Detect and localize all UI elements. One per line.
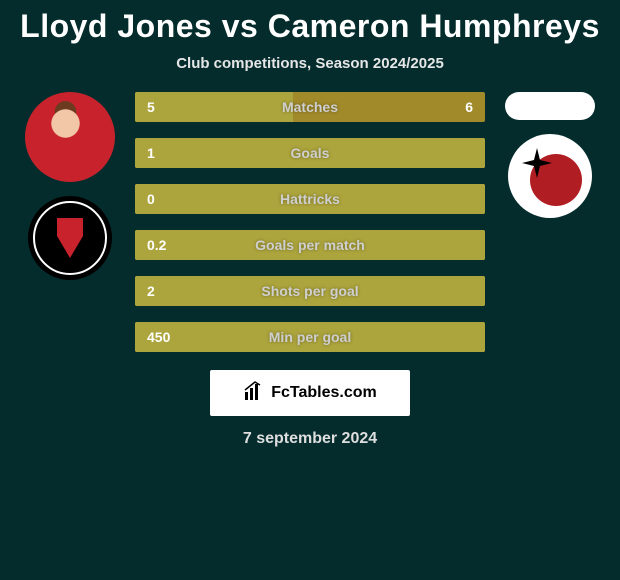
stat-row: 0.2 Goals per match <box>135 230 485 260</box>
right-side <box>495 92 605 218</box>
stat-bar-fill <box>135 92 293 122</box>
stat-left-value: 1 <box>147 145 155 161</box>
stat-left-value: 2 <box>147 283 155 299</box>
stat-label: Min per goal <box>269 329 351 345</box>
snapshot-date: 7 september 2024 <box>0 430 620 448</box>
stat-label: Hattricks <box>280 191 340 207</box>
season-subtitle: Club competitions, Season 2024/2025 <box>0 55 620 72</box>
branding-label: FcTables.com <box>271 384 377 402</box>
right-club-badge <box>508 134 592 218</box>
comparison-area: 5 Matches 6 1 Goals 0 Hattricks 0.2 Goals per ma… <box>0 92 620 352</box>
stat-label: Goals <box>291 145 330 161</box>
stat-label: Matches <box>282 99 338 115</box>
chart-icon <box>243 380 265 407</box>
stat-label: Goals per match <box>255 237 365 253</box>
stat-bars: 5 Matches 6 1 Goals 0 Hattricks 0.2 Goals per ma… <box>135 92 485 352</box>
stat-left-value: 0.2 <box>147 237 166 253</box>
stat-row: 450 Min per goal <box>135 322 485 352</box>
left-side <box>15 92 125 280</box>
stat-left-value: 5 <box>147 99 155 115</box>
stat-row: 2 Shots per goal <box>135 276 485 306</box>
stat-row: 5 Matches 6 <box>135 92 485 122</box>
page-title: Lloyd Jones vs Cameron Humphreys <box>0 0 620 45</box>
stat-row: 0 Hattricks <box>135 184 485 214</box>
stat-left-value: 450 <box>147 329 170 345</box>
left-player-avatar <box>25 92 115 182</box>
branding-badge: FcTables.com <box>210 370 410 416</box>
stat-right-value: 6 <box>465 99 473 115</box>
stat-label: Shots per goal <box>261 283 358 299</box>
left-club-badge <box>28 196 112 280</box>
stat-left-value: 0 <box>147 191 155 207</box>
right-player-avatar <box>505 92 595 120</box>
stat-row: 1 Goals <box>135 138 485 168</box>
